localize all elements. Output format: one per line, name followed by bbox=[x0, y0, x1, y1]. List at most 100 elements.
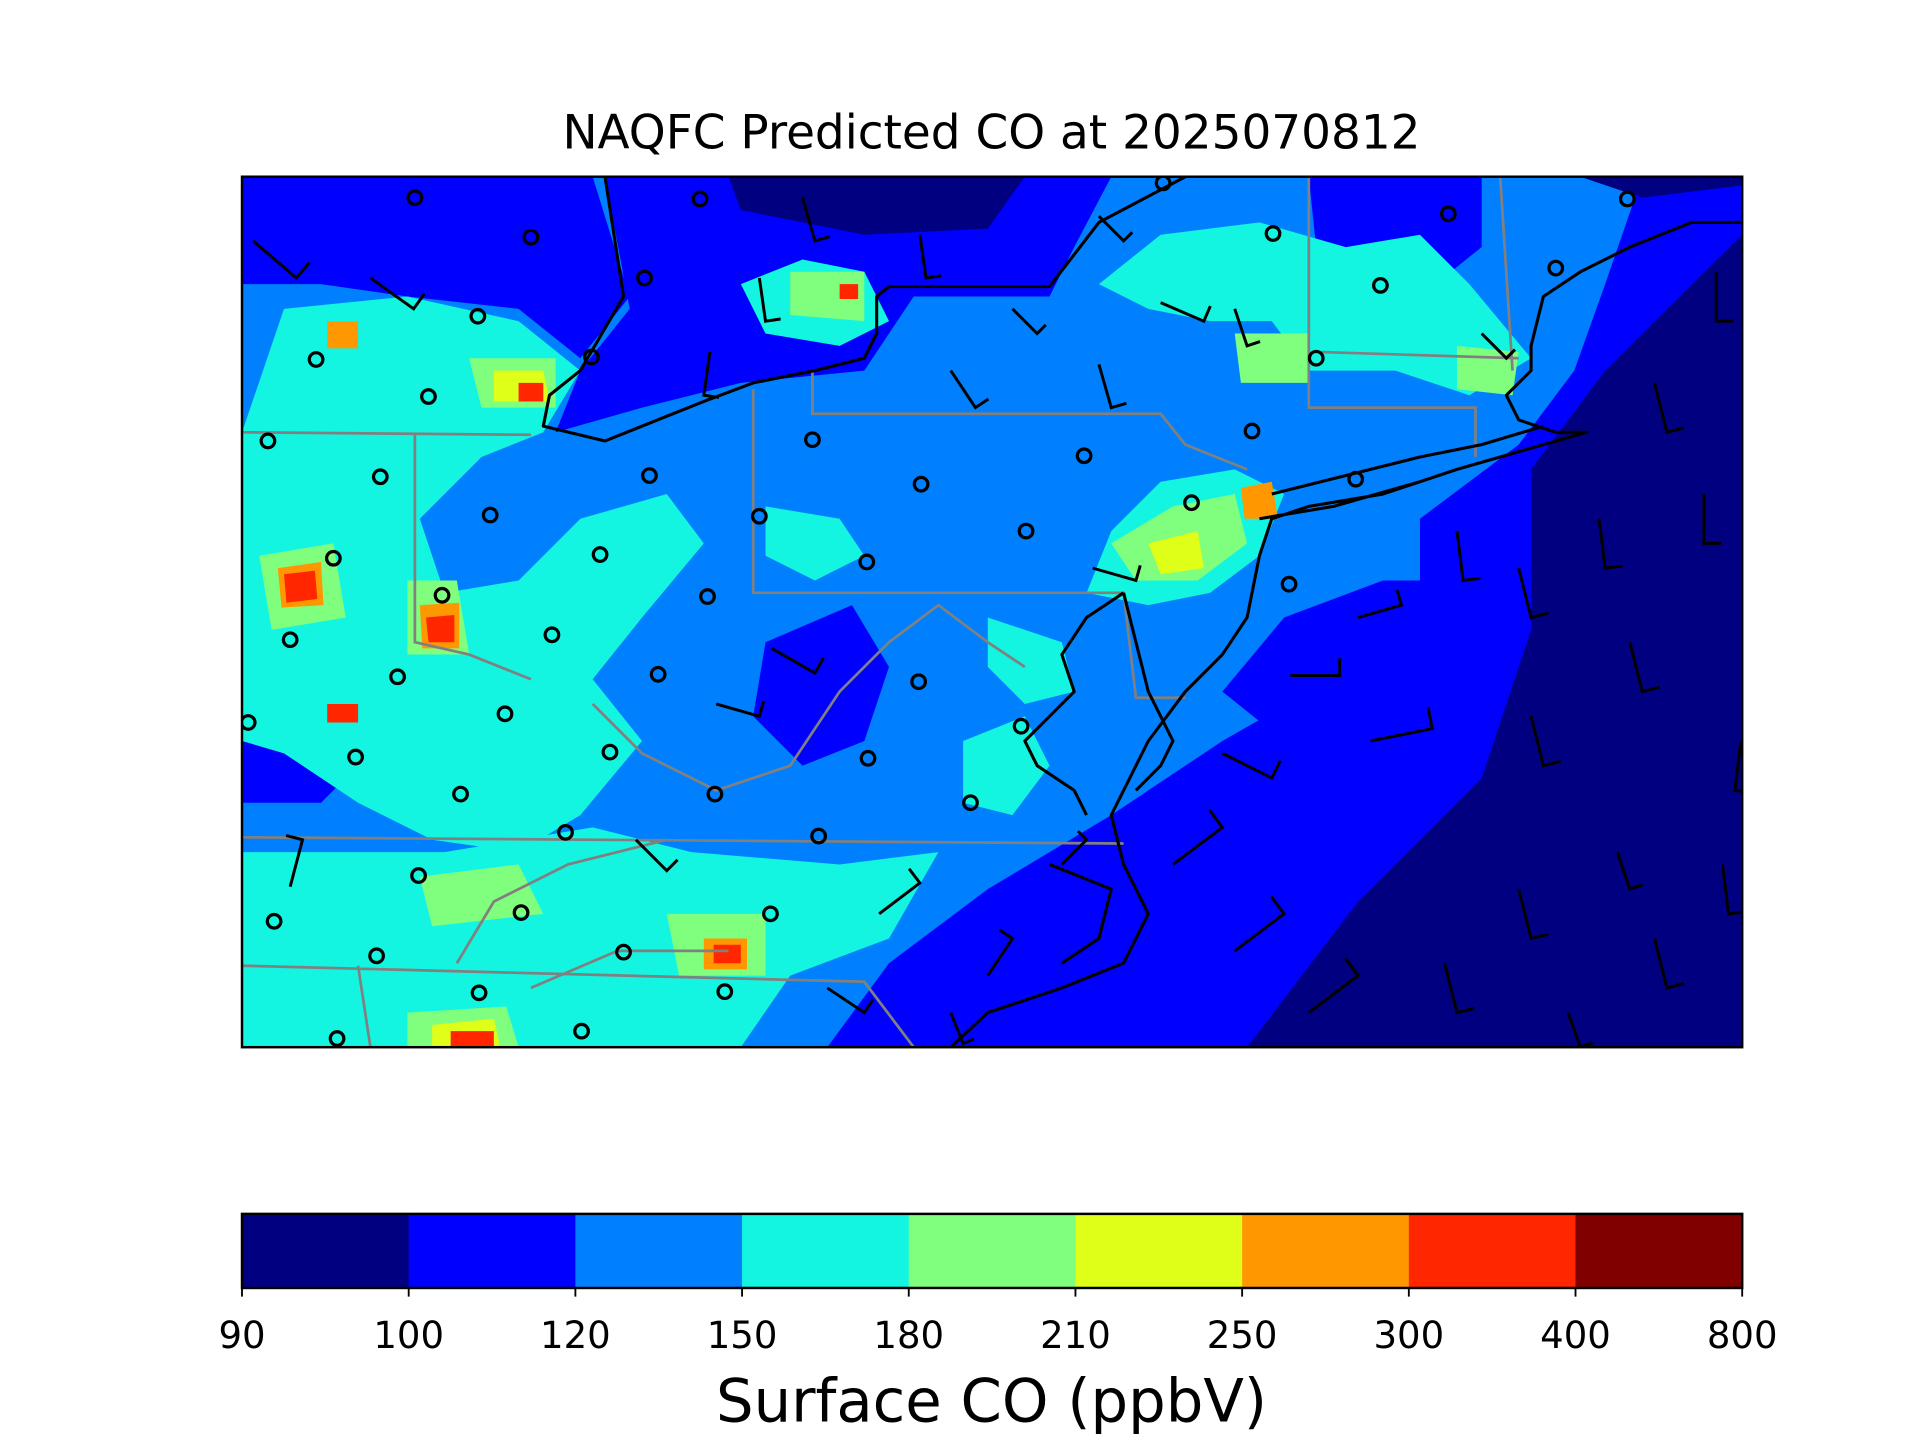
field-region bbox=[728, 176, 1025, 235]
wind-barb bbox=[1455, 530, 1481, 583]
colorbar-tick-label: 180 bbox=[873, 1314, 944, 1357]
station-marker bbox=[615, 943, 632, 961]
field-region bbox=[753, 605, 890, 766]
wind-barb bbox=[1443, 962, 1475, 1015]
map-frame bbox=[240, 175, 1744, 1049]
station-marker bbox=[1264, 225, 1282, 242]
field-region bbox=[1234, 333, 1309, 383]
station-marker bbox=[242, 714, 257, 731]
wind-barb bbox=[1233, 308, 1261, 348]
wind-barb bbox=[1060, 830, 1089, 866]
colorbar-frame bbox=[240, 1212, 1744, 1290]
station-marker bbox=[1183, 494, 1200, 512]
field-region bbox=[425, 615, 455, 643]
station-marker bbox=[810, 827, 828, 845]
wind-barb bbox=[757, 277, 781, 323]
wind-barb bbox=[1233, 895, 1287, 953]
colorbar-bin bbox=[408, 1213, 576, 1288]
station-marker bbox=[347, 748, 364, 766]
station-marker bbox=[858, 553, 876, 571]
colorbar-tick-label: 400 bbox=[1540, 1314, 1611, 1357]
station-marker bbox=[804, 431, 821, 449]
station-marker bbox=[699, 588, 716, 605]
colorbar-tick-label: 120 bbox=[540, 1314, 611, 1357]
wind-barb bbox=[285, 834, 305, 888]
station-marker bbox=[583, 348, 600, 366]
wind-barb bbox=[1307, 957, 1361, 1014]
wind-barb bbox=[949, 369, 990, 410]
wind-barb bbox=[715, 700, 766, 719]
colorbar-tick-label: 300 bbox=[1373, 1314, 1444, 1357]
colorbar-bin bbox=[908, 1213, 1077, 1288]
colorbar-tick-label: 800 bbox=[1707, 1314, 1778, 1357]
station-marker bbox=[307, 351, 325, 368]
map-title: NAQFC Predicted CO at 2025070812 bbox=[562, 105, 1420, 160]
wind-barb bbox=[1529, 715, 1562, 768]
station-marker bbox=[1280, 575, 1298, 593]
colorbar-bin bbox=[742, 1213, 910, 1288]
wind-barb bbox=[1733, 740, 1743, 793]
field-region bbox=[839, 284, 859, 299]
field-region bbox=[987, 617, 1075, 704]
station-marker bbox=[420, 388, 437, 405]
wind-barb bbox=[1653, 382, 1685, 435]
field-region bbox=[419, 864, 544, 927]
station-marker bbox=[601, 743, 619, 761]
colorbar-tick-label: 90 bbox=[218, 1314, 265, 1357]
field-region bbox=[518, 382, 544, 402]
station-marker bbox=[591, 546, 609, 563]
station-marker bbox=[452, 785, 469, 803]
colorbar bbox=[242, 1213, 1743, 1288]
station-marker bbox=[1347, 470, 1365, 488]
field-region bbox=[765, 506, 865, 581]
wind-barb bbox=[801, 197, 831, 243]
wind-barb bbox=[369, 276, 426, 311]
field-region bbox=[450, 1031, 494, 1048]
wind-barb bbox=[1597, 518, 1623, 570]
wind-barb bbox=[1702, 494, 1722, 545]
field-region bbox=[1247, 234, 1743, 1048]
station-marker bbox=[543, 626, 561, 644]
wind-barb bbox=[1160, 301, 1212, 324]
wind-barb bbox=[1720, 864, 1743, 916]
wind-barb bbox=[1714, 271, 1734, 323]
station-marker bbox=[912, 475, 930, 493]
colorbar-tick-label: 150 bbox=[707, 1314, 778, 1357]
station-marker bbox=[557, 823, 574, 841]
station-marker bbox=[641, 467, 658, 484]
station-marker bbox=[512, 904, 530, 922]
map bbox=[242, 176, 1743, 1048]
colorbar-label: Surface CO (ppbV) bbox=[716, 1366, 1267, 1435]
wind-barb bbox=[1628, 641, 1660, 694]
station-marker bbox=[481, 506, 499, 524]
field-region bbox=[1222, 580, 1519, 741]
wind-barb bbox=[1092, 564, 1142, 583]
station-marker bbox=[573, 1022, 590, 1040]
station-marker bbox=[371, 468, 389, 486]
station-marker bbox=[265, 912, 283, 930]
wind-barb bbox=[1370, 706, 1435, 743]
station-marker bbox=[324, 549, 342, 567]
field-region bbox=[1148, 531, 1204, 575]
station-marker bbox=[859, 749, 877, 767]
wind-barb bbox=[1097, 363, 1127, 410]
wind-barb bbox=[949, 1012, 975, 1046]
field-region bbox=[242, 176, 630, 359]
station-marker bbox=[649, 665, 667, 683]
station-marker bbox=[1012, 717, 1030, 735]
station-marker bbox=[389, 668, 406, 686]
station-marker bbox=[910, 673, 928, 691]
colorbar-bin bbox=[242, 1213, 410, 1288]
station-marker bbox=[406, 189, 424, 207]
wind-barb bbox=[826, 986, 875, 1015]
colorbar-bin bbox=[575, 1213, 743, 1288]
station-marker bbox=[1075, 447, 1093, 465]
station-marker bbox=[1017, 522, 1035, 540]
colorbar-tick-label: 100 bbox=[373, 1314, 444, 1357]
wind-barb bbox=[1517, 567, 1549, 620]
colorbar-bin bbox=[1242, 1213, 1410, 1288]
field-region bbox=[1240, 481, 1278, 519]
wind-barb bbox=[1480, 332, 1517, 361]
wind-barb bbox=[986, 928, 1015, 977]
